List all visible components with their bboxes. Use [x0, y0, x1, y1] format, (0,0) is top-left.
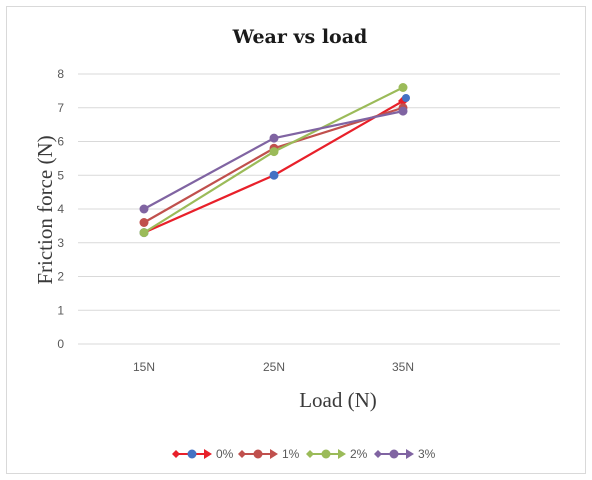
y-tick-label: 4	[57, 202, 64, 216]
series-line	[143, 86, 404, 234]
legend-item: 1%	[238, 447, 300, 461]
legend-item: 0%	[172, 447, 234, 461]
series-line	[143, 106, 404, 224]
legend-marker-left	[172, 450, 180, 458]
legend-item: 3%	[374, 447, 436, 461]
y-tick-label: 6	[57, 135, 64, 149]
data-point	[269, 170, 279, 180]
legend-label: 1%	[282, 447, 300, 461]
y-tick-label: 3	[57, 236, 64, 250]
legend-label: 0%	[216, 447, 234, 461]
legend-marker-left	[238, 450, 246, 458]
data-point	[398, 83, 408, 92]
x-axis-ticks: 15N 25N 35N	[133, 360, 414, 374]
data-point	[269, 147, 279, 157]
y-axis-ticks: 0 1 2 3 4 5 6 7 8	[57, 67, 64, 351]
y-tick-label: 8	[57, 67, 64, 81]
data-point	[139, 218, 149, 227]
y-tick-label: 7	[57, 101, 64, 115]
y-tick-label: 2	[57, 270, 64, 284]
legend-marker-right	[270, 449, 278, 459]
data-point	[402, 94, 410, 102]
legend-marker	[321, 449, 331, 459]
legend-label: 3%	[418, 447, 436, 461]
series-line	[143, 110, 404, 210]
y-tick-label: 0	[57, 337, 64, 351]
legend-marker-right	[338, 449, 346, 459]
chart-frame	[6, 6, 586, 474]
chart-title: Wear vs load	[232, 26, 368, 48]
legend-label: 2%	[350, 447, 368, 461]
x-tick-label: 25N	[263, 360, 285, 374]
x-tick-label: 15N	[133, 360, 155, 374]
legend-item: 2%	[306, 447, 368, 461]
data-point	[269, 133, 279, 143]
data-point	[139, 228, 149, 238]
y-axis-label: Friction force (N)	[33, 135, 57, 284]
series-group	[139, 83, 410, 238]
data-point	[139, 204, 149, 214]
legend-marker	[389, 449, 399, 459]
y-tick-label: 5	[57, 168, 64, 182]
series-3	[139, 106, 408, 214]
legend: 0% 1% 2% 3%	[172, 447, 436, 461]
legend-marker	[253, 449, 263, 459]
gridlines	[78, 73, 560, 345]
legend-marker-left	[374, 450, 382, 458]
legend-marker	[187, 449, 197, 459]
legend-marker-right	[406, 449, 414, 459]
y-tick-label: 1	[57, 303, 64, 317]
legend-marker-left	[306, 450, 314, 458]
data-point	[398, 106, 408, 116]
x-tick-label: 35N	[392, 360, 414, 374]
legend-marker-right	[204, 449, 212, 459]
series-0	[139, 94, 410, 238]
x-axis-label: Load (N)	[299, 388, 377, 412]
series-2	[139, 83, 408, 238]
